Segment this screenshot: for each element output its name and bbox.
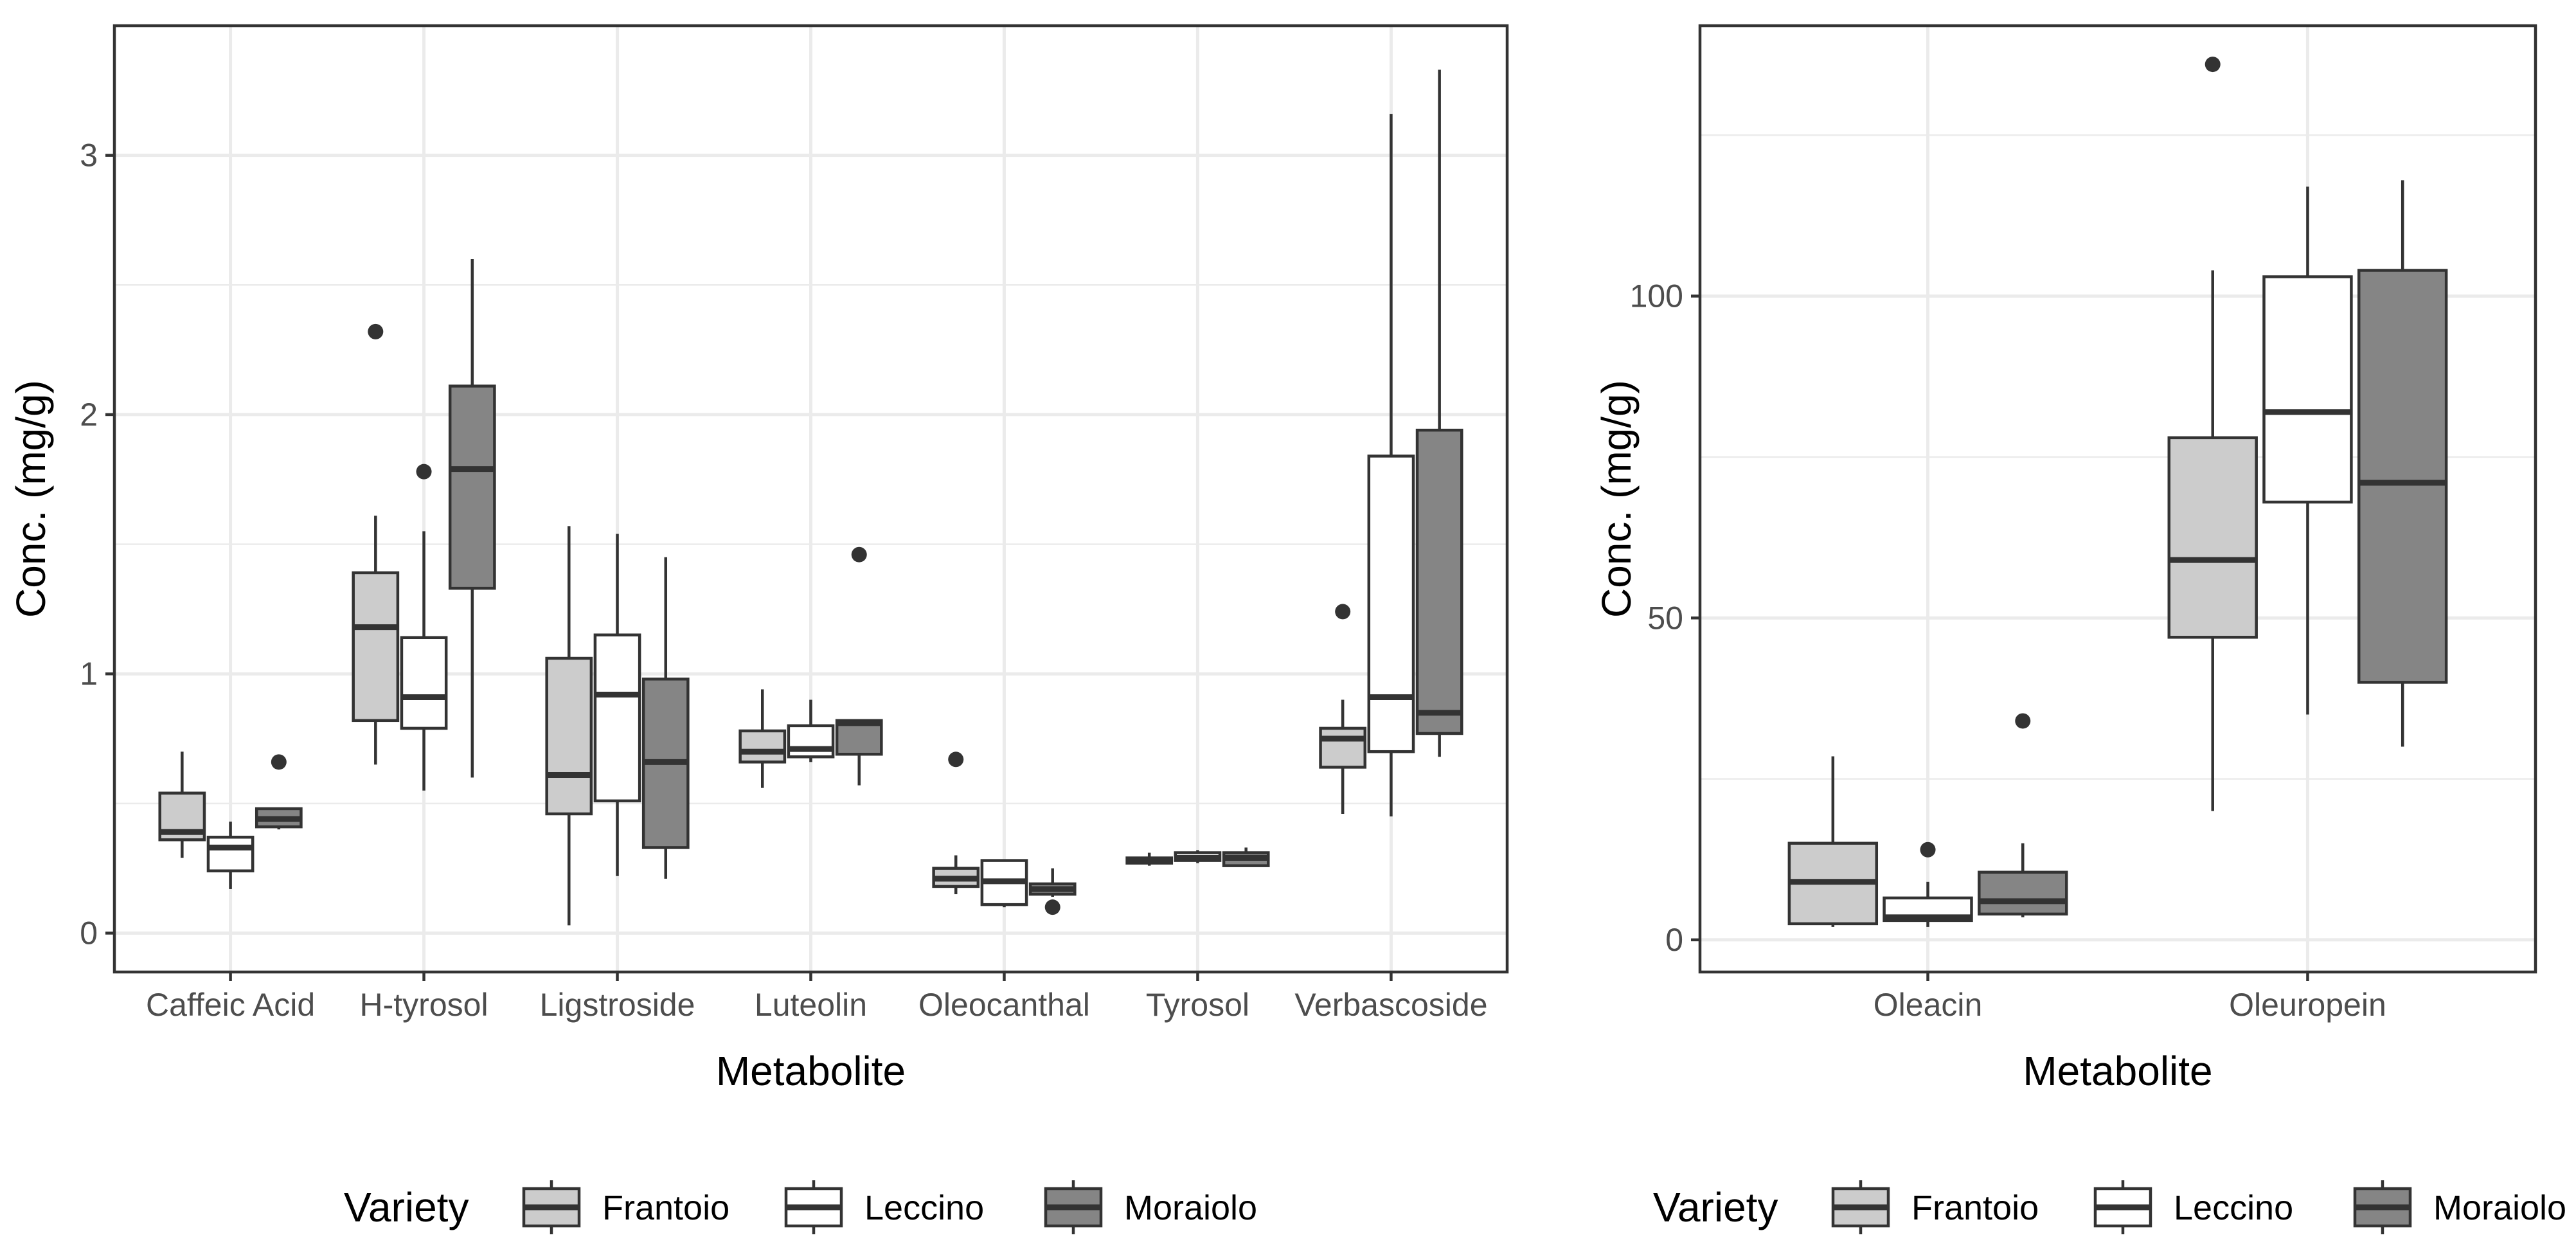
outlier-point (271, 754, 287, 770)
box-moraiolo-tyrosol (1222, 847, 1270, 867)
box-frantoio-luteolin (738, 689, 787, 788)
legend: Variety Frantoio Leccino Moraiolo (344, 1180, 1257, 1234)
outlier-point (2205, 57, 2221, 73)
box-iqr (352, 571, 400, 723)
x-tick-label: Tyrosol (1146, 987, 1249, 1023)
legend: Variety Frantoio Leccino Moraiolo (1653, 1180, 2566, 1234)
x-tick-label: Oleacin (1874, 987, 1983, 1023)
box-iqr (1978, 870, 2068, 916)
box-leccino-oleocanthal (980, 859, 1028, 908)
legend-label-frantoio: Frantoio (602, 1189, 729, 1227)
box-leccino-caffeic-acid (206, 822, 255, 889)
box-iqr (1415, 428, 1463, 735)
y-tick-label: 3 (80, 138, 98, 174)
legend-label-moraiolo: Moraiolo (1124, 1189, 1257, 1227)
box-iqr (400, 636, 448, 730)
box-moraiolo-verbascoside (1415, 69, 1463, 757)
outlier-point (416, 464, 432, 480)
box-moraiolo-luteolin (835, 546, 883, 786)
x-tick-label: Verbascoside (1294, 987, 1487, 1023)
box-leccino-luteolin (787, 699, 835, 762)
box-frantoio-caffeic-acid (158, 752, 206, 858)
box-frantoio-oleocanthal (932, 752, 980, 895)
y-tick-label: 50 (1647, 600, 1683, 636)
x-axis-title: Metabolite (716, 1048, 906, 1094)
x-tick-label: Ligstroside (540, 987, 695, 1023)
box-moraiolo-oleocanthal (1028, 868, 1077, 915)
box-moraiolo-ligstroside (641, 557, 690, 879)
panel-1: 0 1 2 3 Caffeic Acid H-tyrosol Ligstroside Lute… (8, 24, 1509, 1234)
box-moraiolo-h-tyrosol (448, 258, 496, 778)
x-tick-label: Caffeic Acid (146, 987, 315, 1023)
y-tick-label: 0 (1665, 922, 1683, 958)
box-iqr (448, 384, 496, 590)
box-frantoio-oleuropein (2167, 57, 2258, 811)
box-iqr (206, 836, 255, 872)
box-iqr (738, 729, 787, 764)
box-frantoio-h-tyrosol (352, 323, 400, 765)
x-tick-label: Oleuropein (2229, 987, 2386, 1023)
outlier-point (948, 752, 964, 768)
box-iqr (1367, 455, 1415, 753)
box-leccino-h-tyrosol (400, 464, 448, 791)
outlier-point (851, 546, 867, 562)
box-moraiolo-caffeic-acid (255, 754, 303, 830)
box-iqr (2357, 269, 2448, 684)
y-tick-label: 1 (80, 656, 98, 692)
panel-border (1698, 24, 2537, 974)
x-tick-label: H-tyrosol (360, 987, 488, 1023)
legend-title: Variety (344, 1184, 469, 1230)
box-leccino-ligstroside (593, 534, 641, 876)
box-leccino-verbascoside (1367, 114, 1415, 817)
box-moraiolo-oleuropein (2357, 180, 2448, 747)
box-frantoio-verbascoside (1319, 604, 1367, 814)
x-tick-label: Oleocanthal (918, 987, 1090, 1023)
x-axis-title: Metabolite (2023, 1048, 2212, 1094)
box-iqr (593, 633, 641, 803)
box-iqr (2167, 436, 2258, 639)
outlier-point (1044, 899, 1060, 915)
y-axis-title: Conc. (mg/g) (1593, 380, 1640, 618)
panel-2: 0 50 100 Oleacin Oleuropein Metabolite Conc. (… (1593, 24, 2566, 1234)
y-tick-label: 2 (80, 397, 98, 433)
box-moraiolo-oleacin (1978, 713, 2068, 917)
x-tick-label: Luteolin (755, 987, 867, 1023)
box-iqr (787, 724, 835, 759)
y-tick-label: 100 (1630, 278, 1683, 314)
y-tick-label: 0 (80, 915, 98, 951)
box-iqr (545, 656, 593, 816)
y-axis-title: Conc. (mg/g) (8, 380, 54, 618)
box-iqr (1319, 726, 1367, 769)
legend-title: Variety (1653, 1184, 1778, 1230)
outlier-point (1920, 842, 1936, 858)
legend-label-frantoio: Frantoio (1911, 1189, 2039, 1227)
box-leccino-tyrosol (1174, 850, 1222, 863)
box-iqr (2262, 275, 2353, 504)
box-frantoio-tyrosol (1125, 852, 1174, 866)
box-leccino-oleuropein (2262, 186, 2353, 715)
legend-label-moraiolo: Moraiolo (2433, 1189, 2566, 1227)
box-frantoio-ligstroside (545, 526, 593, 926)
outlier-point (368, 323, 384, 339)
legend-label-leccino: Leccino (864, 1189, 984, 1227)
outlier-point (2015, 713, 2031, 729)
legend-label-leccino: Leccino (2174, 1189, 2293, 1227)
box-leccino-oleacin (1883, 842, 1973, 927)
box-frantoio-oleacin (1787, 756, 1879, 927)
outlier-point (1335, 604, 1351, 620)
